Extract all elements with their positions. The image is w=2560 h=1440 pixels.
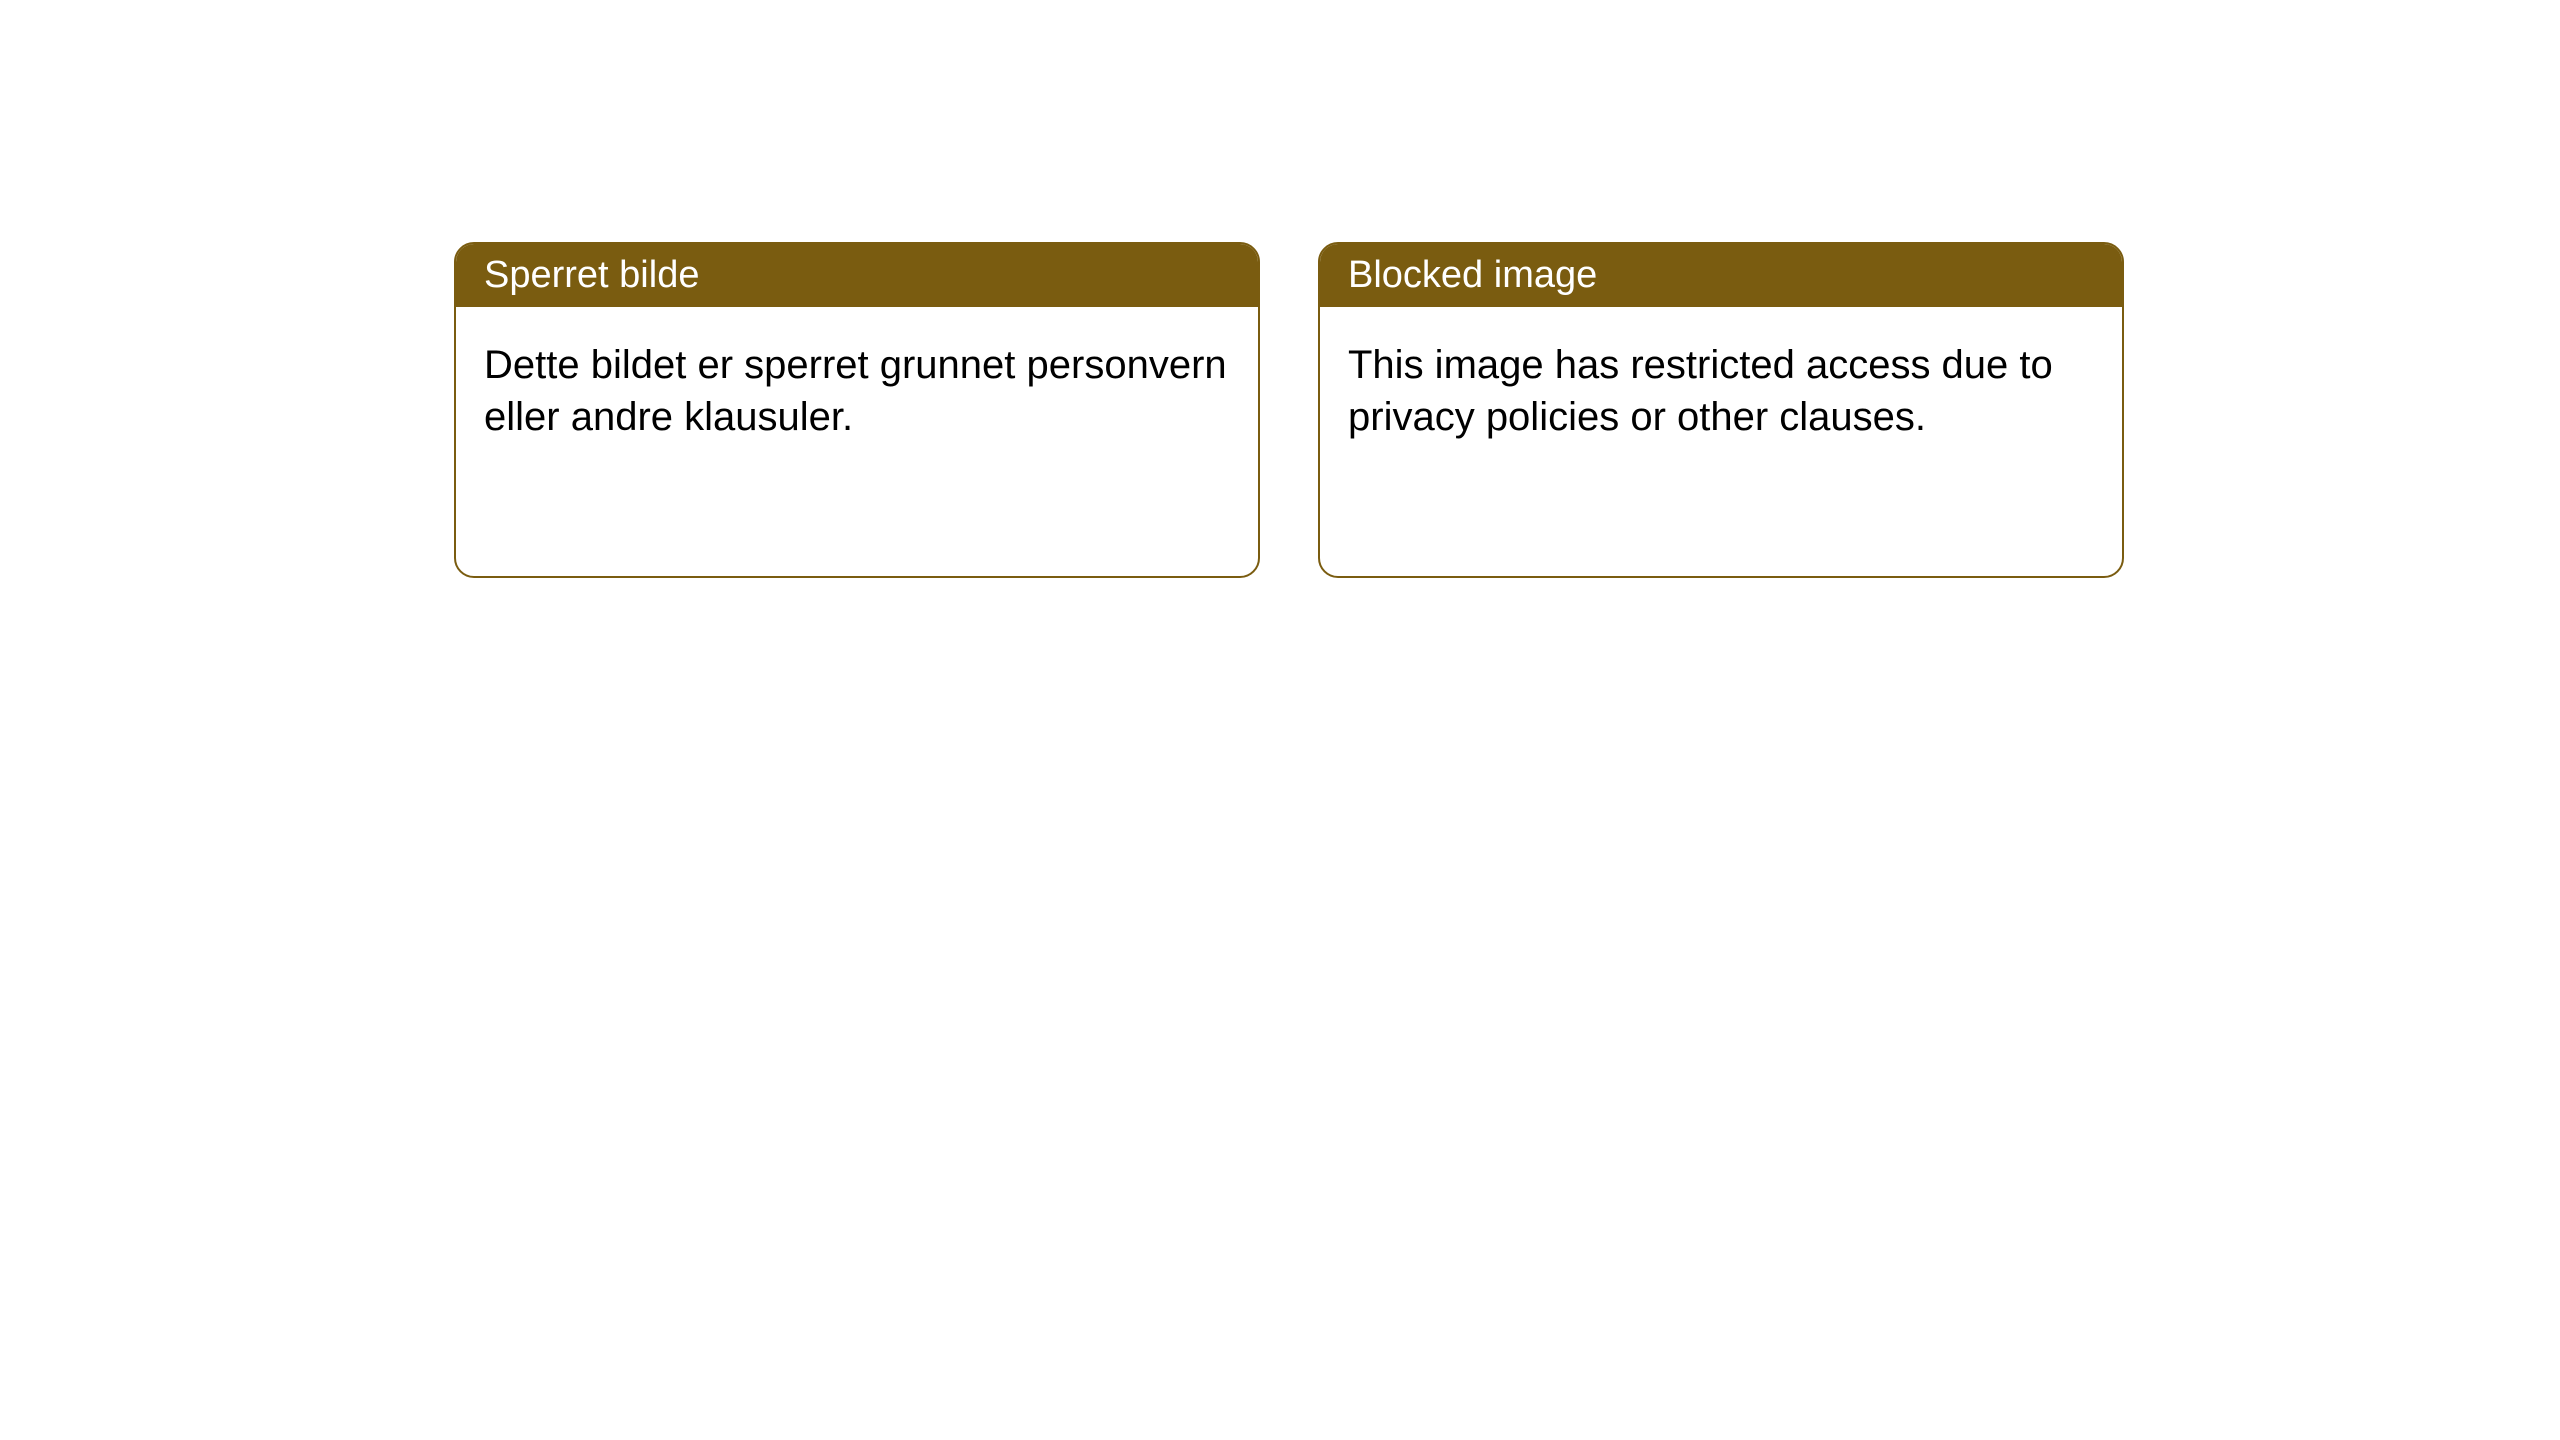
notice-text-no: Dette bildet er sperret grunnet personve… <box>484 343 1227 439</box>
notice-card-en: Blocked image This image has restricted … <box>1318 242 2124 578</box>
notice-card-no: Sperret bilde Dette bildet er sperret gr… <box>454 242 1260 578</box>
notice-container: Sperret bilde Dette bildet er sperret gr… <box>0 0 2560 578</box>
notice-title-no: Sperret bilde <box>484 254 699 296</box>
notice-header-no: Sperret bilde <box>456 244 1258 307</box>
notice-body-no: Dette bildet er sperret grunnet personve… <box>456 307 1258 475</box>
notice-body-en: This image has restricted access due to … <box>1320 307 2122 475</box>
notice-title-en: Blocked image <box>1348 254 1597 296</box>
notice-header-en: Blocked image <box>1320 244 2122 307</box>
notice-text-en: This image has restricted access due to … <box>1348 343 2053 439</box>
